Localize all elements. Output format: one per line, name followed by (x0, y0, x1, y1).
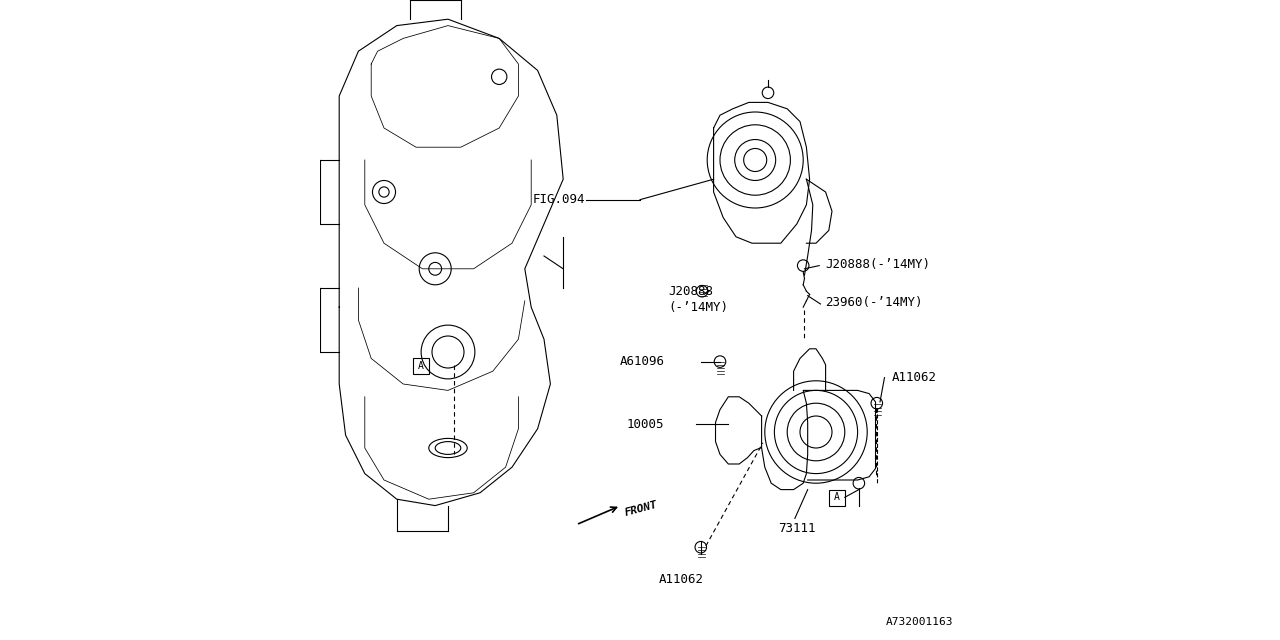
Bar (412, 358, 429, 374)
Text: 10005: 10005 (627, 418, 664, 431)
Text: (-’14MY): (-’14MY) (668, 301, 728, 314)
Text: 23960(-’14MY): 23960(-’14MY) (826, 296, 923, 309)
Text: J20888(-’14MY): J20888(-’14MY) (826, 258, 931, 271)
Text: A: A (417, 361, 424, 371)
Text: J20888: J20888 (668, 285, 714, 298)
Text: A11062: A11062 (891, 371, 937, 384)
Text: A732001163: A732001163 (886, 617, 954, 627)
Text: FIG.094: FIG.094 (532, 193, 585, 206)
Bar (829, 490, 845, 506)
Text: FRONT: FRONT (625, 500, 659, 518)
Text: A61096: A61096 (620, 355, 664, 368)
Text: A11062: A11062 (659, 573, 704, 586)
Text: A: A (835, 492, 840, 502)
Text: 73111: 73111 (778, 522, 815, 534)
